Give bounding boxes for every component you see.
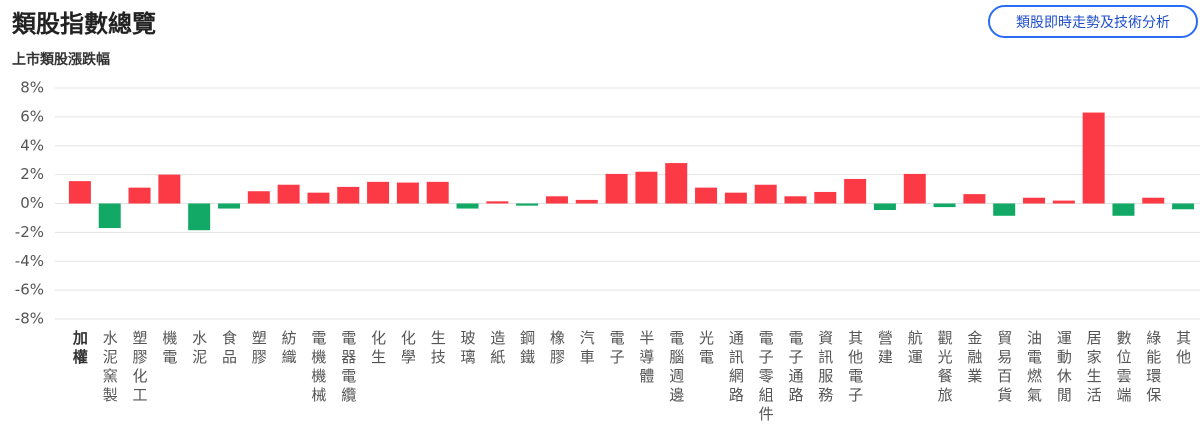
bar [367,181,390,204]
x-tick-label: 航運 [906,330,924,368]
x-tick-label: 觀光餐旅 [936,330,954,406]
y-tick-label: -6% [15,281,44,299]
x-tick-label: 半導體 [637,330,655,387]
x-tick-label: 貿易百貨 [995,330,1013,406]
x-tick-label: 金融業 [965,330,983,387]
x-tick-label: 造紙 [488,330,506,368]
x-tick-label: 電子通路 [786,330,804,406]
bar [754,184,777,204]
x-tick-label: 水泥 [190,330,208,368]
y-tick-label: -8% [15,310,44,328]
x-tick-label: 通訊網路 [727,330,745,406]
bar [516,203,539,206]
x-tick-label: 紡織 [280,330,298,368]
x-tick-label: 綠能環保 [1144,330,1162,406]
bar [903,173,926,204]
x-tick-label: 塑膠 [250,330,268,368]
x-tick-label: 食品 [220,330,238,368]
bar [68,181,91,204]
x-tick-label: 玻璃 [459,330,477,368]
x-tick-label: 鋼鐵 [518,330,536,368]
y-tick-label: 2% [20,165,44,183]
x-tick-label: 電子 [608,330,626,368]
x-tick-label: 機電 [160,330,178,368]
bar [635,171,658,204]
bar [724,192,747,204]
x-tick-label: 電器電纜 [339,330,357,406]
x-tick-label: 水泥窯製 [101,330,119,406]
bar [873,203,896,210]
bar [277,184,300,204]
bar [605,173,628,204]
analysis-button[interactable]: 類股即時走勢及技術分析 [988,5,1198,38]
bar [1082,112,1105,204]
bar [814,191,837,204]
x-tick-label: 加權 [71,330,89,368]
x-tick-label: 橡膠 [548,330,566,368]
bar [963,194,986,204]
x-tick-label: 汽車 [578,330,596,368]
y-tick-label: 4% [20,136,44,154]
bar [426,181,449,204]
bar [1052,200,1075,204]
x-tick-label: 電子零組件 [757,330,775,425]
bar [545,196,568,204]
bar [665,163,688,204]
x-tick-label: 其他電子 [846,330,864,406]
x-tick-label: 電機機械 [309,330,327,406]
bar [784,196,807,204]
page-title: 類股指數總覽 [12,10,156,38]
bar [486,201,509,204]
bar [98,203,121,229]
x-tick-label: 生技 [429,330,447,368]
bar [128,187,151,204]
bar [575,199,598,204]
bar [1112,203,1135,216]
x-tick-label: 數位雲端 [1114,330,1132,406]
x-tick-label: 居家生活 [1085,330,1103,406]
bar [307,192,330,204]
bar [337,186,360,204]
bar [158,174,181,204]
bar [933,203,956,208]
y-tick-label: -2% [15,223,44,241]
bar [844,178,867,204]
bar [695,187,718,204]
x-tick-label: 油電燃氣 [1025,330,1043,406]
x-tick-label: 塑膠化工 [131,330,149,406]
x-tick-label: 光電 [697,330,715,368]
x-tick-label: 運動休閒 [1055,330,1073,406]
bar [1142,197,1165,204]
bar [993,203,1016,216]
x-tick-label: 化學 [399,330,417,368]
y-tick-label: 6% [20,107,44,125]
x-tick-label: 其他 [1174,330,1192,368]
bar [217,203,240,209]
y-tick-label: 0% [20,194,44,212]
bar [247,191,270,204]
x-tick-label: 營建 [876,330,894,368]
bar [1172,203,1195,210]
x-tick-label: 資訊服務 [816,330,834,406]
bar [1023,197,1046,204]
bar [188,203,211,231]
x-tick-label: 電腦週邊 [667,330,685,406]
bar [396,182,419,204]
y-tick-label: 8% [20,79,44,97]
y-tick-label: -4% [15,252,44,270]
x-tick-label: 化生 [369,330,387,368]
chart-subtitle: 上市類股漲跌幅 [12,51,110,68]
bar [456,203,479,209]
